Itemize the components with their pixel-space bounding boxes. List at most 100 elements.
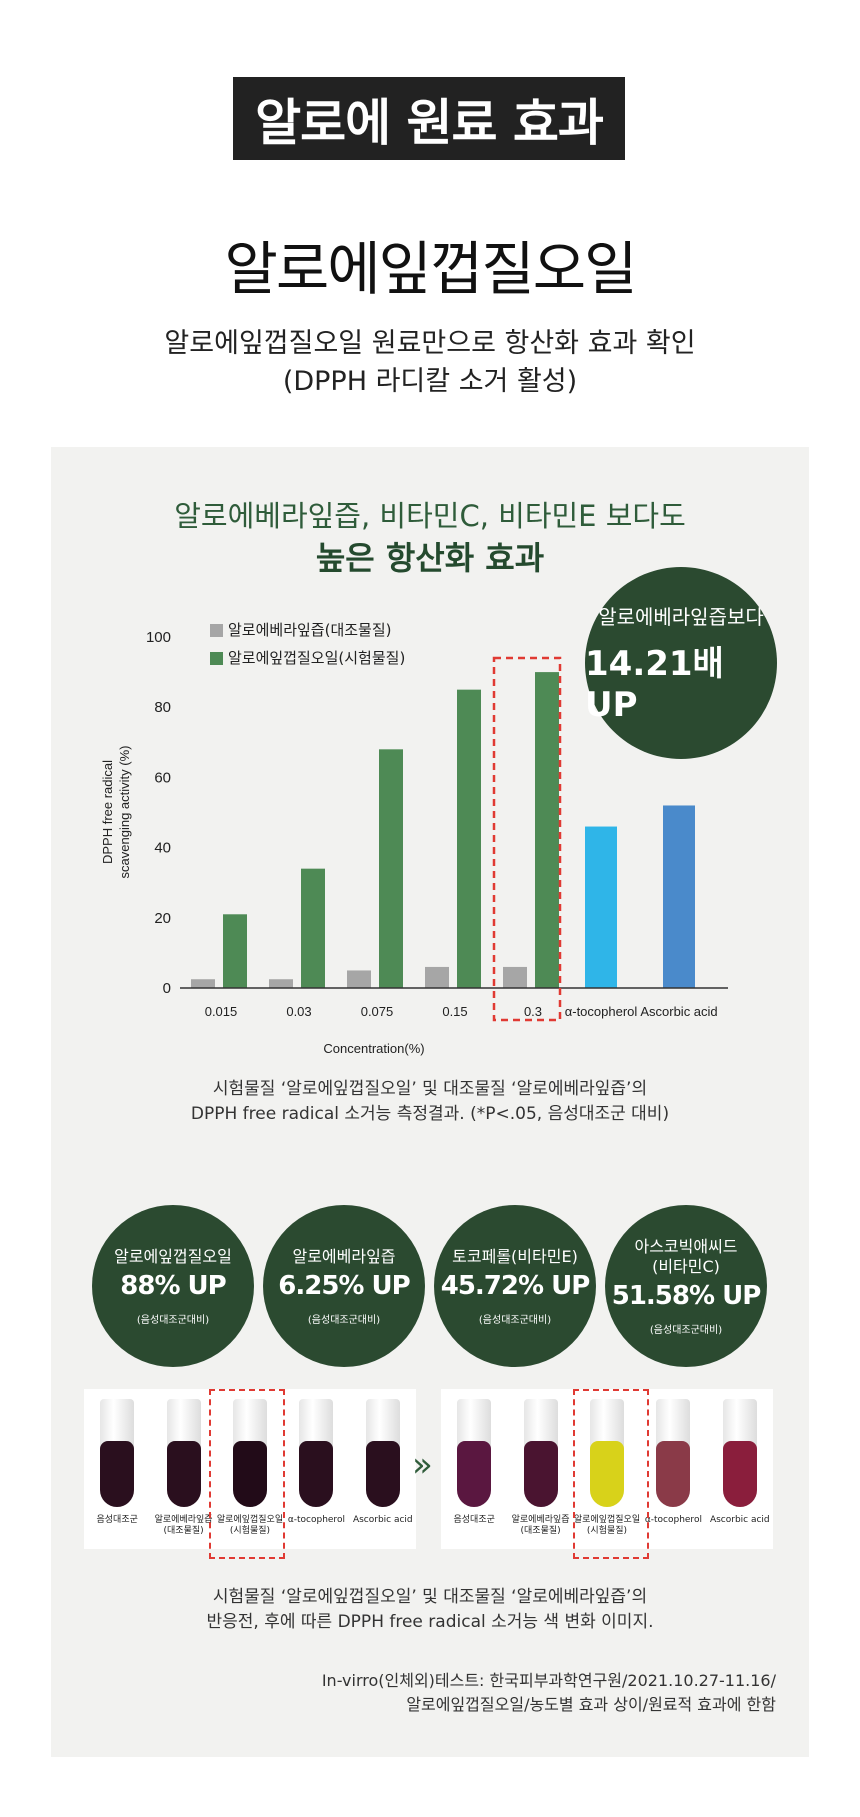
tube-liquid <box>233 1441 267 1507</box>
stat-label: 알로에베라잎즙 <box>292 1246 396 1266</box>
bar-test <box>457 689 481 988</box>
stat-label: 알로에잎껍질오일 <box>114 1246 232 1266</box>
stat-value: 6.25% UP <box>278 1270 410 1301</box>
tube-liquid <box>590 1441 624 1507</box>
color-change-note: 시험물질 ‘알로에잎껍질오일’ 및 대조물질 ‘알로에베라잎즙’의 반응전, 후… <box>0 1585 860 1635</box>
chart-note-line-1: 시험물질 ‘알로에잎껍질오일’ 및 대조물질 ‘알로에베라잎즙’의 <box>212 1079 648 1099</box>
bar-test <box>535 672 559 988</box>
bar-test <box>379 749 403 988</box>
x-tick-label: 0.3 <box>524 1004 542 1019</box>
tube-liquid <box>365 1441 400 1507</box>
y-tick-label: 0 <box>163 980 171 997</box>
after-tube-label: 알로에베라잎즙 (대조물질) <box>511 1515 570 1536</box>
after-tube-label: 음성대조군 <box>453 1515 495 1525</box>
stat-sub: (음성대조군대비) <box>136 1314 210 1326</box>
stat-label: 토코페롤(비타민E) <box>452 1246 578 1266</box>
after-tube-label: Ascorbic acid <box>709 1515 770 1525</box>
tube-liquid <box>523 1441 558 1507</box>
stat-label: 아스코빅애씨드 (비타민C) <box>634 1236 738 1276</box>
stat-circle-aloe-vera-juice: 알로에베라잎즙 6.25% UP (음성대조군대비) <box>263 1205 425 1367</box>
x-tick-label: α-tocopherol <box>565 1004 638 1019</box>
y-axis-label: DPPH free radical scavenging activity (%) <box>100 746 132 879</box>
after-test-tube <box>656 1399 691 1507</box>
before-tube-label: Ascorbic acid <box>352 1515 413 1525</box>
tube-liquid <box>722 1441 757 1507</box>
before-tube-label: 음성대조군 <box>96 1515 138 1525</box>
after-tube-label: α-tocopherol <box>644 1515 702 1525</box>
legend-label: 알로에베라잎즙(대조물질) <box>228 621 392 639</box>
bar-control <box>269 979 293 988</box>
arrow-icon: » <box>412 1445 433 1485</box>
y-tick-label: 40 <box>154 840 171 857</box>
y-tick-label: 100 <box>146 629 171 646</box>
highlight-line-1: 알로에베라잎즙보다 <box>598 605 764 629</box>
tube-photo-before: 음성대조군 알로에베라잎즙 (대조물질) 알로에잎껍질오일 (시험물질) α-toco… <box>84 1389 416 1549</box>
stat-circle-ascorbic-acid: 아스코빅애씨드 (비타민C) 51.58% UP (음성대조군대비) <box>605 1205 767 1367</box>
stat-value: 88% UP <box>120 1270 226 1301</box>
x-tick-label: 0.075 <box>361 1004 394 1019</box>
bar-test <box>301 868 325 988</box>
bar-chart: 0 20 40 60 80 100 DPPH free radical scavenging … <box>100 621 728 1056</box>
section-badge: 알로에 원료 효과 <box>233 77 625 160</box>
tube-liquid <box>100 1441 135 1507</box>
highlight-line-2: 14.21배 UP <box>585 644 724 725</box>
highlight-box-after <box>573 1389 649 1559</box>
after-test-tube <box>523 1399 558 1507</box>
subtitle-line-1: 알로에잎껍질오일 원료만으로 항산화 효과 확인 <box>164 328 696 359</box>
before-tube-label: 알로에잎껍질오일 (시험물질) <box>216 1515 284 1536</box>
after-test-tube <box>457 1399 492 1507</box>
tube-liquid <box>457 1441 492 1507</box>
before-tube-label: 알로에베라잎즙 (대조물질) <box>154 1515 213 1536</box>
bar-control <box>503 966 527 988</box>
color-note-line-2: 반응전, 후에 따른 DPPH free radical 소거능 색 변화 이미… <box>206 1612 654 1632</box>
bar-control <box>347 970 371 988</box>
before-test-tube <box>100 1399 135 1507</box>
tube-photo-after: 음성대조군 알로에베라잎즙 (대조물질) 알로에잎껍질오일 (시험물질) α-toco… <box>441 1389 773 1549</box>
x-tick-label: Ascorbic acid <box>640 1004 717 1019</box>
before-test-tube <box>299 1399 334 1507</box>
x-tick-label: 0.15 <box>442 1004 467 1019</box>
x-tick-label: 0.015 <box>205 1004 238 1019</box>
y-tick-label: 80 <box>154 699 171 716</box>
chart-heading-2: 높은 항산화 효과 <box>315 539 545 577</box>
legend-swatch <box>210 652 223 665</box>
page-title: 알로에잎껍질오일 <box>224 235 638 303</box>
chart-note: 시험물질 ‘알로에잎껍질오일’ 및 대조물질 ‘알로에베라잎즙’의 DPPH f… <box>0 1077 860 1127</box>
stat-sub: (음성대조군대비) <box>478 1314 552 1326</box>
stat-sub: (음성대조군대비) <box>307 1314 381 1326</box>
chart-heading-1: 알로에베라잎즙, 비타민C, 비타민E 보다도 <box>174 499 686 533</box>
legend-swatch <box>210 624 223 637</box>
bar-test <box>223 914 247 988</box>
before-tube-label: α-tocopherol <box>287 1515 345 1525</box>
page-subtitle: 알로에잎껍질오일 원료만으로 항산화 효과 확인 (DPPH 라디칼 소거 활성… <box>0 325 860 401</box>
footnote-line-1: In-virro(인체외)테스트: 한국피부과학연구원/2021.10.27-1… <box>321 1671 776 1690</box>
stat-sub: (음성대조군대비) <box>649 1324 723 1336</box>
stat-value: 45.72% UP <box>440 1270 591 1301</box>
tube-liquid <box>166 1441 201 1507</box>
x-tick-label: 0.03 <box>286 1004 311 1019</box>
after-tube-label: 알로에잎껍질오일 (시험물질) <box>573 1515 641 1536</box>
tube-liquid <box>299 1441 334 1507</box>
before-test-tube <box>233 1399 267 1507</box>
stat-circle-aloe-peel-oil: 알로에잎껍질오일 88% UP (음성대조군대비) <box>92 1205 254 1367</box>
x-axis-label: Concentration(%) <box>323 1041 424 1056</box>
bar-control <box>191 979 215 988</box>
footnote-line-2: 알로에잎껍질오일/농도별 효과 상이/원료적 효과에 한함 <box>406 1695 776 1714</box>
stat-circle-tocopherol: 토코페롤(비타민E) 45.72% UP (음성대조군대비) <box>434 1205 596 1367</box>
y-tick-label: 60 <box>154 769 171 786</box>
after-test-tube <box>590 1399 624 1507</box>
highlight-box-chart <box>492 656 562 1022</box>
before-test-tube <box>166 1399 201 1507</box>
bar-control <box>425 966 449 988</box>
legend-label: 알로에잎껍질오일(시험물질) <box>228 649 405 667</box>
highlight-circle: 알로에베라잎즙보다 14.21배 UP <box>585 567 777 759</box>
bar-reference <box>663 805 695 988</box>
highlight-box-before <box>209 1389 285 1559</box>
after-test-tube <box>722 1399 757 1507</box>
tube-liquid <box>656 1441 691 1507</box>
chart-note-line-2: DPPH free radical 소거능 측정결과. (*P<.05, 음성대… <box>190 1104 670 1124</box>
stat-value: 51.58% UP <box>611 1280 762 1311</box>
before-test-tube <box>365 1399 400 1507</box>
y-tick-label: 20 <box>154 910 171 927</box>
subtitle-line-2: (DPPH 라디칼 소거 활성) <box>282 366 578 397</box>
